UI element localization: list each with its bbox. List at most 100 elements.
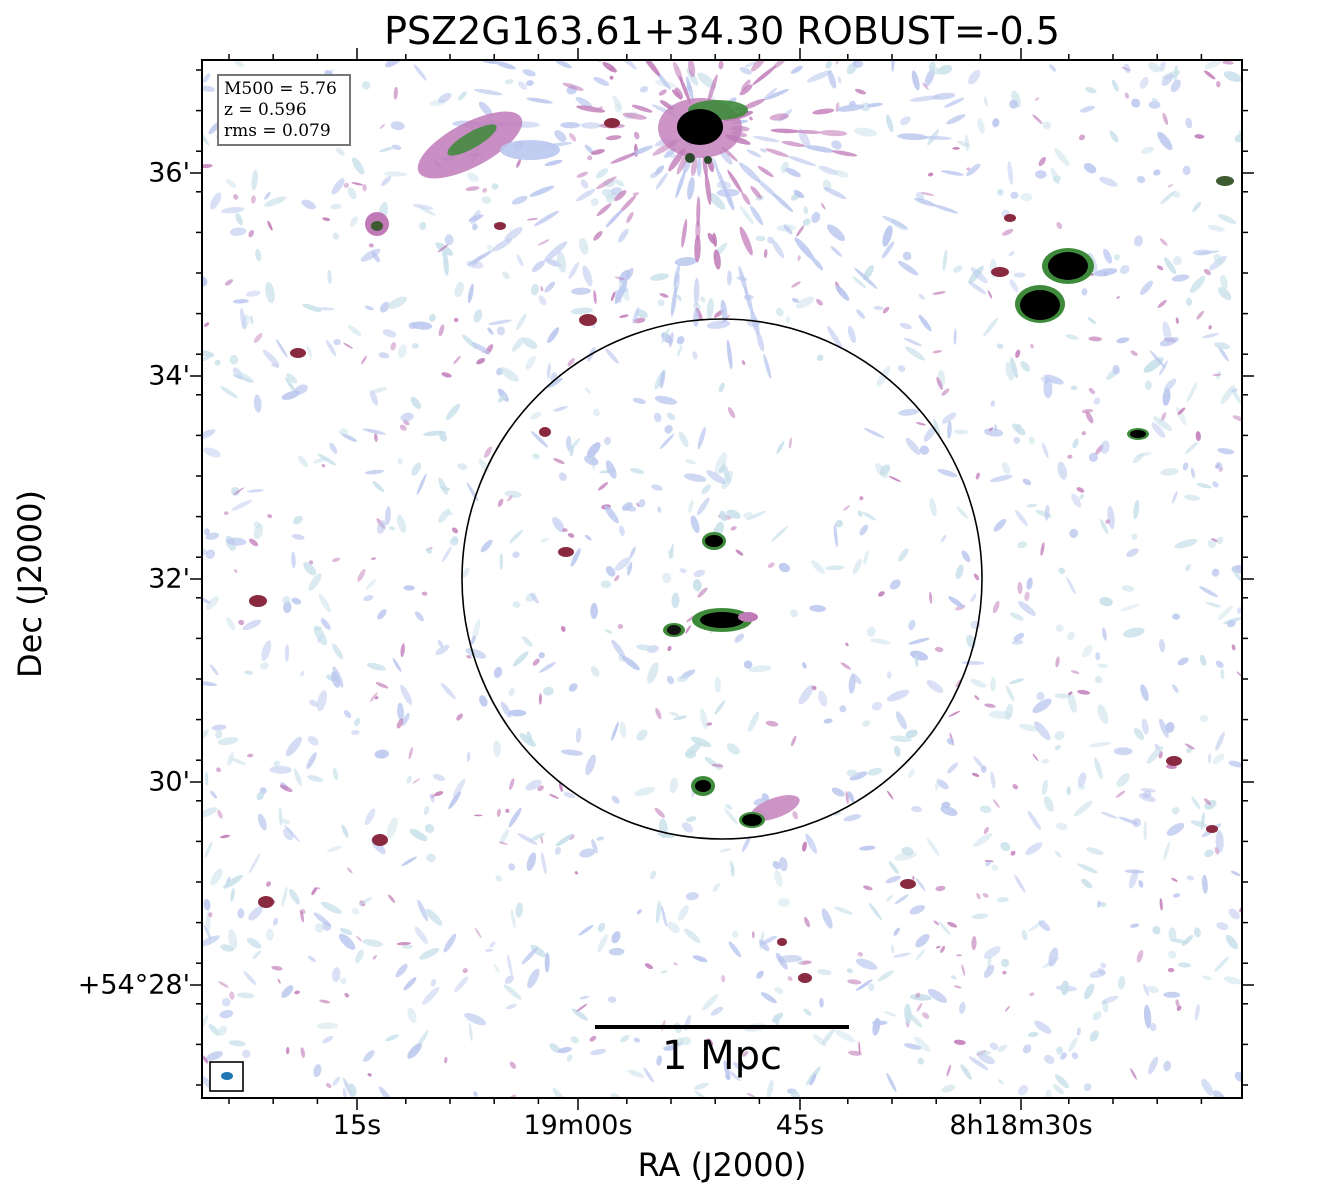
noise-blob [374, 433, 378, 442]
noise-blob [956, 954, 962, 957]
artifact-streak [593, 230, 603, 241]
noise-blob [662, 572, 672, 584]
noise-blob [1088, 387, 1096, 395]
artifact-streak [720, 299, 728, 323]
noise-blob [237, 908, 245, 919]
noise-blob [277, 978, 281, 984]
noise-blob [1146, 985, 1159, 993]
noise-blob [790, 1089, 801, 1098]
noise-blob [326, 845, 342, 853]
artifact-streak [605, 209, 623, 228]
noise-blob [837, 76, 842, 84]
noise-blob [421, 591, 428, 596]
noise-blob [381, 175, 392, 187]
noise-blob [953, 1039, 966, 1045]
noise-blob [281, 886, 288, 907]
noise-blob [409, 828, 428, 842]
noise-blob [568, 683, 578, 692]
noise-blob [525, 779, 542, 791]
noise-blob [1088, 741, 1112, 748]
noise-blob [499, 366, 519, 382]
noise-blob [915, 949, 926, 961]
noise-blob [859, 845, 876, 851]
noise-blob [858, 1041, 861, 1054]
artifact-streak [473, 88, 503, 96]
noise-blob [1085, 86, 1097, 94]
noise-blob [654, 807, 665, 818]
noise-blob [493, 740, 501, 758]
noise-blob [1040, 542, 1045, 556]
noise-blob [364, 305, 374, 311]
noise-blob [946, 1064, 952, 1077]
noise-blob [480, 539, 493, 553]
noise-blob [356, 936, 362, 942]
noise-blob [400, 412, 414, 422]
noise-blob [603, 436, 612, 446]
noise-blob [253, 523, 264, 540]
noise-blob [1077, 689, 1091, 695]
noise-blob [941, 1084, 956, 1093]
noise-blob [444, 234, 454, 246]
noise-blob [574, 871, 579, 875]
noise-blob [863, 550, 869, 565]
noise-blob [821, 1028, 835, 1046]
artifact-streak [756, 331, 765, 352]
noise-blob [714, 676, 722, 693]
noise-blob [1162, 112, 1169, 125]
noise-blob [595, 168, 609, 179]
noise-blob [365, 579, 377, 590]
noise-blob [481, 196, 492, 204]
noise-blob [1216, 80, 1221, 88]
artifact-streak [725, 190, 735, 211]
noise-blob [886, 790, 894, 800]
noise-blob [983, 427, 1004, 437]
noise-blob [1068, 1037, 1078, 1052]
noise-blob [876, 365, 891, 387]
noise-blob [685, 459, 696, 465]
noise-blob [839, 705, 847, 713]
artifact-streak [673, 36, 684, 55]
noise-blob [788, 437, 793, 449]
noise-blob [809, 1073, 817, 1086]
noise-blob [669, 777, 678, 794]
noise-blob [934, 646, 944, 653]
noise-blob [886, 114, 894, 133]
artifact-streak [697, 5, 703, 34]
noise-blob [444, 1056, 448, 1064]
noise-blob [1146, 745, 1164, 764]
noise-blob [244, 670, 254, 675]
artifact-streak [825, 4, 852, 27]
noise-blob [729, 861, 735, 873]
noise-blob [614, 575, 620, 582]
noise-blob [1172, 684, 1179, 693]
noise-blob [774, 986, 784, 995]
noise-blob [357, 568, 366, 582]
noise-blob [220, 386, 239, 399]
noise-blob [266, 928, 274, 941]
noise-blob [795, 296, 815, 309]
noise-blob [677, 345, 683, 357]
artifact-streak [596, 176, 617, 190]
noise-blob [741, 835, 751, 853]
noise-blob [647, 662, 659, 684]
noise-blob [576, 1003, 588, 1012]
noise-blob [233, 487, 245, 496]
noise-blob [1156, 265, 1164, 271]
artifact-streak [805, 145, 835, 153]
noise-blob [908, 637, 930, 645]
noise-blob [271, 363, 280, 368]
noise-blob [1162, 321, 1172, 343]
noise-blob [889, 579, 901, 590]
noise-blob [435, 644, 450, 655]
noise-blob [826, 224, 846, 242]
noise-blob [1060, 980, 1069, 996]
noise-blob [767, 562, 775, 568]
noise-blob [688, 499, 694, 514]
noise-blob [777, 898, 790, 907]
noise-blob [1197, 250, 1220, 255]
noise-blob [953, 328, 957, 345]
noise-blob [747, 711, 760, 732]
noise-blob [332, 557, 341, 563]
noise-blob [1231, 644, 1236, 651]
noise-blob [526, 852, 537, 871]
